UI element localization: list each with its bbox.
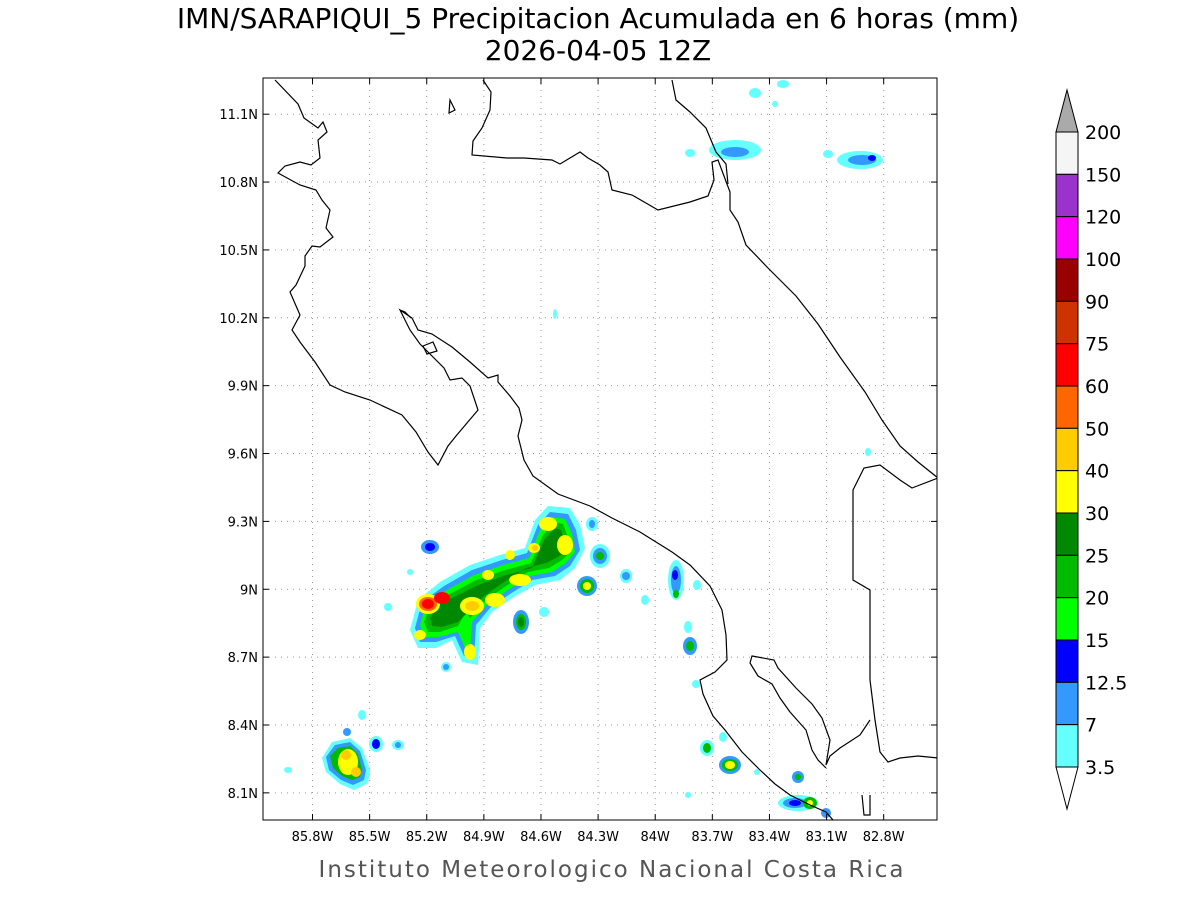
colorbar-swatch <box>1055 173 1079 218</box>
lon-tick-label: 85.8W <box>292 830 334 845</box>
lat-tick-label: 9.6N <box>228 448 258 463</box>
colorbar-swatch <box>1055 470 1079 514</box>
colorbar-level-label: 200 <box>1085 122 1121 144</box>
lon-tick-label: 83.4W <box>749 830 791 845</box>
credit-text: Instituto Meteorologico Nacional Costa R… <box>319 857 906 883</box>
precipitation-field <box>284 80 883 818</box>
colorbar-level-label: 3.5 <box>1085 757 1115 779</box>
colorbar-level-label: 120 <box>1085 207 1121 229</box>
lon-tick-label: 84W <box>641 830 671 845</box>
lat-tick-label: 8.1N <box>228 787 258 802</box>
colorbar-swatch <box>1055 258 1079 302</box>
colorbar-level-label: 12.5 <box>1085 672 1127 694</box>
colorbar-level-label: 90 <box>1085 291 1109 313</box>
coastlines <box>274 79 937 820</box>
colorbar-level-label: 100 <box>1085 249 1121 271</box>
colorbar-swatch <box>1055 343 1079 387</box>
lat-tick-label: 8.7N <box>228 651 258 666</box>
lon-tick-label: 84.3W <box>577 830 619 845</box>
lat-tick-label: 9.9N <box>228 380 258 395</box>
colorbar-level-label: 30 <box>1085 503 1109 525</box>
colorbar-level-label: 20 <box>1085 588 1109 610</box>
longitude-axis: 85.8W 85.5W 85.2W 84.9W 84.6W 84.3W 84W 83.7W 83… <box>292 78 905 845</box>
lon-tick-label: 84.6W <box>520 830 562 845</box>
colorbar-swatch <box>1055 639 1079 683</box>
colorbar-swatch <box>1055 385 1079 429</box>
colorbar-bottom-arrow <box>1055 766 1079 811</box>
colorbar-swatch <box>1055 554 1079 599</box>
map-subtitle-date: 2026-04-05 12Z <box>485 34 711 67</box>
lon-tick-label: 83.1W <box>806 830 848 845</box>
lat-tick-label: 11.1N <box>219 108 258 123</box>
colorbar-legend: 200 150 120 100 90 75 60 50 40 30 25 20 15 12.5 7 3.5 <box>1055 88 1127 811</box>
colorbar-level-label: 150 <box>1085 164 1121 186</box>
lat-tick-label: 9N <box>240 583 258 598</box>
grid-lines <box>263 78 937 820</box>
colorbar-level-label: 50 <box>1085 418 1109 440</box>
colorbar-swatch <box>1055 681 1079 726</box>
map-plot-area <box>263 78 937 820</box>
colorbar-top-arrow <box>1055 88 1079 133</box>
colorbar-level-label: 25 <box>1085 545 1109 567</box>
map-frame <box>262 77 938 821</box>
colorbar-level-label: 7 <box>1085 715 1097 737</box>
lat-tick-label: 10.2N <box>219 312 258 327</box>
colorbar-swatch <box>1055 427 1079 472</box>
colorbar-swatch <box>1055 216 1079 260</box>
colorbar-swatch <box>1055 724 1079 768</box>
colorbar-level-label: 15 <box>1085 630 1109 652</box>
colorbar-level-label: 60 <box>1085 376 1109 398</box>
lat-tick-label: 8.4N <box>228 719 258 734</box>
colorbar-swatch <box>1055 512 1079 556</box>
map-title: IMN/SARAPIQUI_5 Precipitacion Acumulada … <box>177 2 1019 35</box>
rain-cluster-nicoya-gulf <box>410 506 585 665</box>
rain-cells-north <box>685 80 883 456</box>
lon-tick-label: 82.8W <box>863 830 905 845</box>
lat-tick-label: 10.5N <box>219 244 258 259</box>
rain-cells-scattered <box>284 309 831 818</box>
rain-cluster-osa <box>322 710 404 790</box>
colorbar-level-label: 40 <box>1085 461 1109 483</box>
colorbar-level-label: 75 <box>1085 334 1109 356</box>
colorbar-swatch <box>1055 300 1079 345</box>
lat-tick-label: 9.3N <box>228 515 258 530</box>
lon-tick-label: 83.7W <box>691 830 733 845</box>
lon-tick-label: 84.9W <box>463 830 505 845</box>
latitude-axis: 11.1N 10.8N 10.5N 10.2N 9.9N 9.6N 9.3N 9N 8.7N 8.… <box>219 108 937 802</box>
lon-tick-label: 85.2W <box>406 830 448 845</box>
colorbar-swatch <box>1055 597 1079 641</box>
colorbar-swatch <box>1055 131 1079 175</box>
lon-tick-label: 85.5W <box>349 830 391 845</box>
lat-tick-label: 10.8N <box>219 176 258 191</box>
